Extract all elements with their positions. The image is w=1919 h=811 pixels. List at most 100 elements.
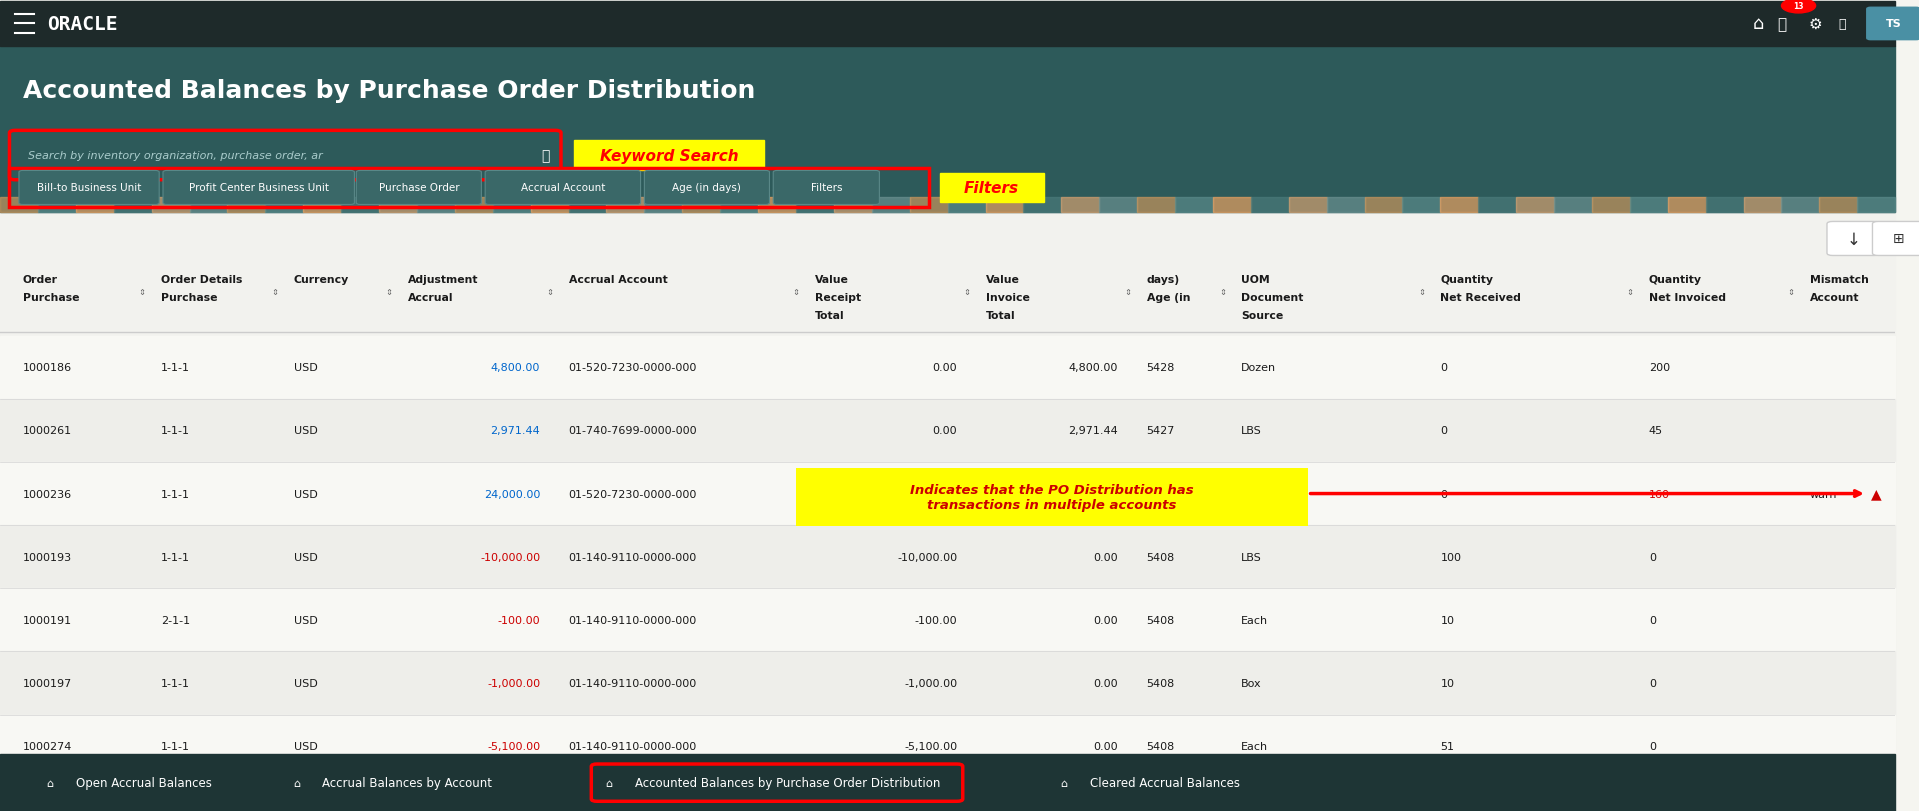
Text: 2,971.44: 2,971.44	[491, 426, 539, 436]
Text: 5427: 5427	[1146, 426, 1174, 436]
Text: 1000274: 1000274	[23, 741, 73, 751]
Bar	[228, 198, 265, 212]
Text: Quantity: Quantity	[1648, 275, 1702, 285]
Text: ⇕: ⇕	[386, 287, 391, 296]
Text: 0.00: 0.00	[1094, 552, 1119, 562]
Bar	[0, 714, 1896, 778]
Text: ⇕: ⇕	[271, 287, 278, 296]
Text: Accrual Account: Accrual Account	[520, 183, 604, 193]
Bar	[77, 198, 113, 212]
Text: Age (in days): Age (in days)	[672, 183, 741, 193]
FancyBboxPatch shape	[357, 171, 482, 205]
Bar	[1819, 198, 1858, 212]
Bar	[0, 652, 1896, 714]
Text: Keyword Search: Keyword Search	[601, 148, 739, 163]
Text: ⇕: ⇕	[138, 287, 146, 296]
Text: Invoice: Invoice	[986, 293, 1029, 303]
Text: 🔔: 🔔	[1777, 17, 1787, 32]
Text: Open Accrual Balances: Open Accrual Balances	[77, 776, 211, 789]
Text: 01-520-7230-0000-000: 01-520-7230-0000-000	[568, 363, 697, 373]
Text: 24,000.00: 24,000.00	[1061, 489, 1119, 499]
Text: ⌂: ⌂	[606, 778, 618, 787]
Bar	[1403, 198, 1441, 212]
Text: -10,000.00: -10,000.00	[896, 552, 958, 562]
Text: 100: 100	[1441, 552, 1462, 562]
Bar	[1100, 198, 1138, 212]
Bar	[986, 198, 1023, 212]
Text: 0.00: 0.00	[1094, 741, 1119, 751]
FancyBboxPatch shape	[10, 131, 560, 181]
FancyBboxPatch shape	[645, 171, 770, 205]
Text: Receipt: Receipt	[816, 293, 862, 303]
Text: -1,000.00: -1,000.00	[904, 678, 958, 689]
Text: warn: warn	[1810, 489, 1836, 499]
Text: Accrual: Accrual	[407, 293, 453, 303]
Text: 0: 0	[1648, 741, 1656, 751]
Bar	[1744, 198, 1781, 212]
Bar	[0, 198, 38, 212]
Bar	[0, 2, 1896, 47]
Bar	[190, 198, 228, 212]
Text: 5408: 5408	[1146, 552, 1174, 562]
Text: Document: Document	[1242, 293, 1303, 303]
Text: 10: 10	[1441, 615, 1455, 625]
Bar	[910, 198, 948, 212]
Text: 1-1-1: 1-1-1	[161, 489, 190, 499]
Text: 0.00: 0.00	[933, 363, 958, 373]
Bar	[1138, 198, 1174, 212]
Text: Mismatch: Mismatch	[1810, 275, 1869, 285]
Text: UOM: UOM	[1242, 275, 1270, 285]
Bar	[948, 198, 986, 212]
Text: ORACLE: ORACLE	[48, 15, 117, 34]
Text: 24,000.00: 24,000.00	[484, 489, 539, 499]
Text: ⇕: ⇕	[793, 287, 800, 296]
Bar	[796, 198, 835, 212]
Bar	[1593, 198, 1629, 212]
Text: USD: USD	[294, 489, 317, 499]
Bar	[152, 198, 190, 212]
Text: 🔍: 🔍	[541, 149, 551, 163]
Text: ⊞: ⊞	[1894, 232, 1906, 247]
Text: Net Received: Net Received	[1441, 293, 1522, 303]
Bar	[1441, 198, 1478, 212]
Text: days): days)	[1146, 275, 1180, 285]
Bar	[0, 526, 1896, 589]
Text: 2-1-1: 2-1-1	[161, 615, 190, 625]
Text: 2,971.44: 2,971.44	[1069, 426, 1119, 436]
Bar	[871, 198, 910, 212]
Text: 10: 10	[1441, 678, 1455, 689]
Text: 1-1-1: 1-1-1	[161, 426, 190, 436]
Bar	[532, 198, 568, 212]
Text: 5408: 5408	[1146, 678, 1174, 689]
Text: Purchase: Purchase	[23, 293, 79, 303]
FancyBboxPatch shape	[1873, 222, 1919, 256]
Text: 13: 13	[1792, 2, 1804, 11]
Bar	[606, 198, 645, 212]
Text: 5428: 5428	[1146, 363, 1174, 373]
Text: ⚙: ⚙	[1810, 17, 1823, 32]
Text: ⇕: ⇕	[1418, 287, 1426, 296]
Text: Filters: Filters	[963, 181, 1019, 195]
Bar	[1213, 198, 1251, 212]
Bar	[0, 754, 1896, 811]
Text: 0.00: 0.00	[933, 489, 958, 499]
Text: ⌂: ⌂	[294, 778, 305, 787]
Bar	[1781, 198, 1819, 212]
Text: Order Details: Order Details	[161, 275, 242, 285]
Text: USD: USD	[294, 363, 317, 373]
Text: Net Invoiced: Net Invoiced	[1648, 293, 1725, 303]
Text: Each: Each	[1242, 615, 1268, 625]
Bar	[113, 198, 152, 212]
Text: 0: 0	[1441, 489, 1447, 499]
Bar	[1061, 198, 1100, 212]
Bar	[568, 198, 606, 212]
Bar	[1706, 198, 1744, 212]
Bar	[0, 589, 1896, 652]
Text: 1000236: 1000236	[23, 489, 71, 499]
Bar	[10, 169, 929, 208]
Bar	[455, 198, 493, 212]
Text: 01-140-9110-0000-000: 01-140-9110-0000-000	[568, 615, 697, 625]
Text: Order: Order	[23, 275, 58, 285]
Bar	[303, 198, 342, 212]
Text: Total: Total	[816, 310, 844, 320]
